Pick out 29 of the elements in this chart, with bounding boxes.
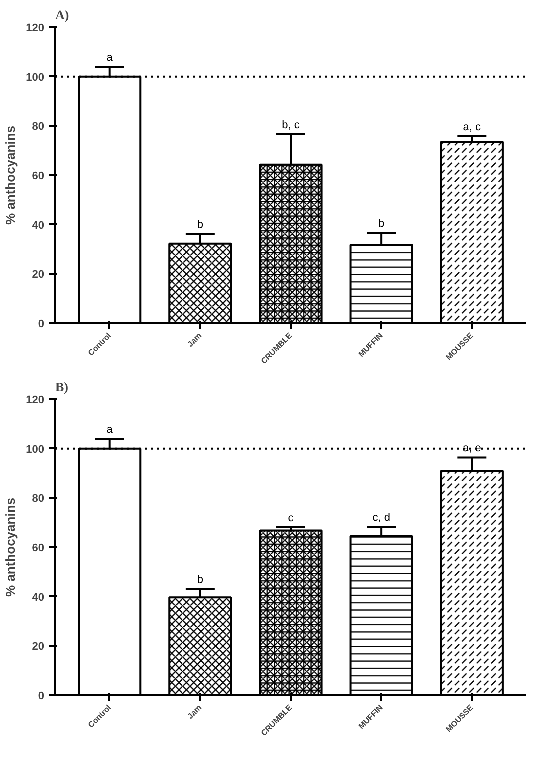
annotation: b xyxy=(197,219,204,232)
y-tick-label: 0 xyxy=(38,690,45,702)
y-tick-label: 120 xyxy=(26,394,45,406)
y-tick-label: 80 xyxy=(32,493,45,506)
annotation: b xyxy=(197,574,204,586)
y-tick-label: 20 xyxy=(32,269,45,282)
x-tick-label: Jam xyxy=(186,703,204,722)
annotation: c, d xyxy=(372,512,390,524)
y-tick-label: 100 xyxy=(26,444,45,456)
annotation: a xyxy=(106,424,114,436)
chart-title: A) xyxy=(56,8,70,22)
annotation: b xyxy=(378,218,385,230)
y-tick-label: 100 xyxy=(26,72,45,84)
annotation: a, c xyxy=(463,121,482,134)
y-tick-label: 60 xyxy=(32,170,45,182)
y-axis-title: % anthocyanins xyxy=(3,126,18,225)
annotation: b, c xyxy=(282,120,300,132)
x-tick-label: Jam xyxy=(186,331,204,350)
y-tick-label: 0 xyxy=(38,318,45,330)
y-tick-label: 80 xyxy=(32,121,45,134)
y-tick-label: 40 xyxy=(32,592,45,604)
y-axis-title: % anthocyanins xyxy=(3,498,18,597)
annotation: a xyxy=(106,52,114,64)
y-tick-label: 40 xyxy=(32,220,45,232)
chart-title: B) xyxy=(56,380,68,394)
y-tick-label: 60 xyxy=(32,542,45,554)
y-tick-label: 20 xyxy=(32,641,45,654)
annotation: c xyxy=(288,512,294,525)
y-tick-label: 120 xyxy=(26,22,45,34)
